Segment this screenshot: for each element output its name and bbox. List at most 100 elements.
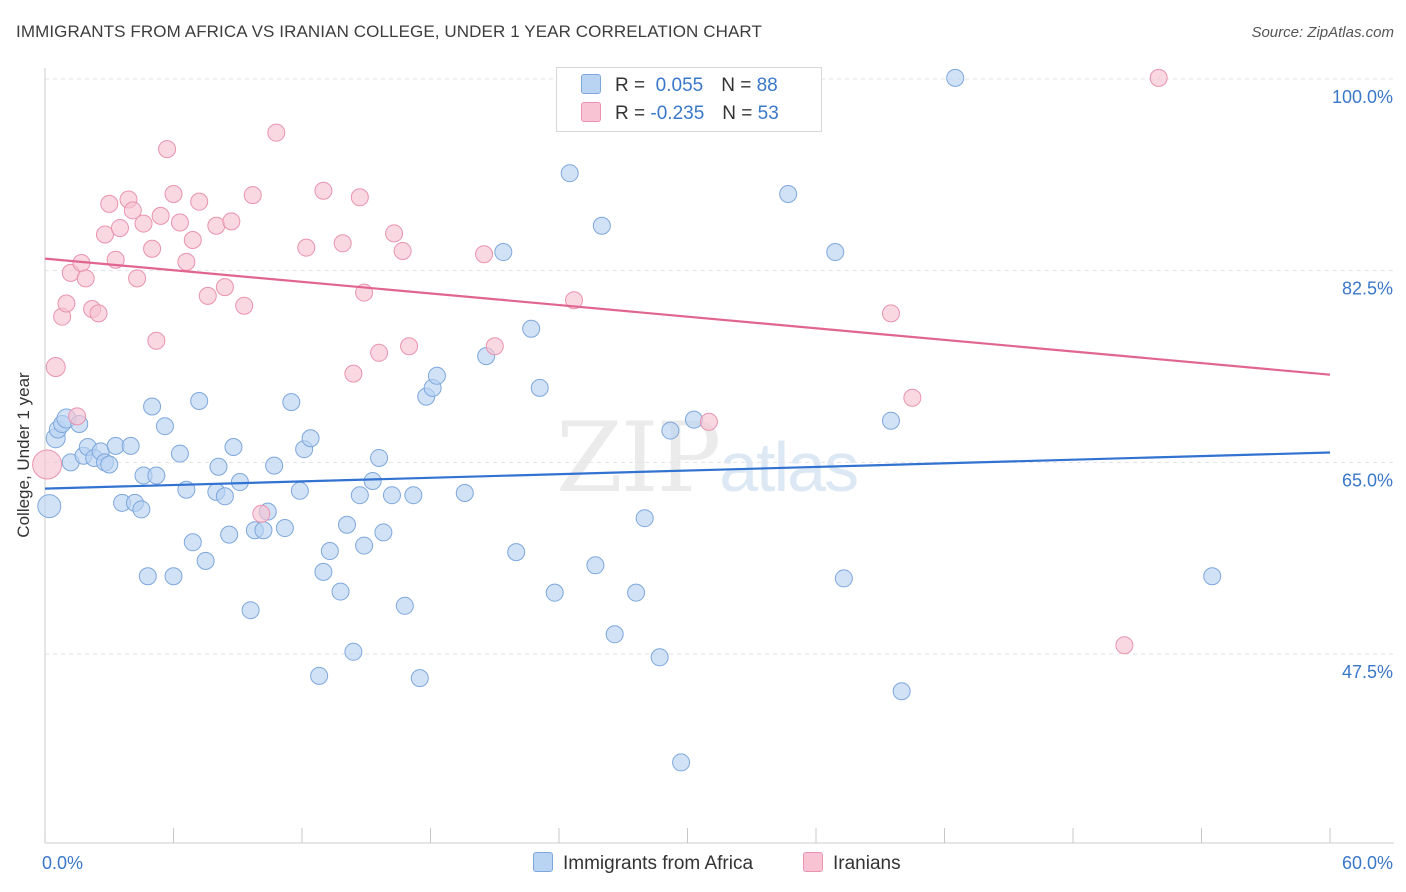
point-iranians [243,186,262,205]
point-africa [164,567,183,586]
point-africa [779,185,798,203]
point-africa [946,68,965,87]
point-africa [314,562,333,581]
y-tick-label: 47.5% [1342,662,1393,682]
point-africa [37,494,62,519]
point-africa [522,319,541,338]
legend-row-iranians: R = -0.235 N = 53 [581,101,779,127]
r-label: R = [615,75,646,96]
point-iranians [89,304,108,323]
iranians-swatch [581,102,601,122]
trend-line-africa [44,451,1331,490]
point-africa [672,753,691,772]
point-africa [320,542,339,561]
point-africa [132,500,151,519]
chart-title: IMMIGRANTS FROM AFRICA VS IRANIAN COLLEG… [16,22,762,41]
point-africa [106,436,125,455]
point-iranians [699,412,718,431]
point-iranians [183,231,202,249]
point-iranians [110,218,129,237]
point-africa [121,436,140,455]
point-africa [209,457,228,476]
point-africa [183,533,202,552]
point-iranians [370,343,389,362]
point-africa [363,471,382,490]
point-africa [494,243,513,262]
point-iranians [143,239,162,258]
point-iranians [57,294,76,313]
point-iranians [1149,68,1168,87]
point-iranians [564,291,583,310]
point-africa [350,486,369,505]
point-africa [224,438,243,456]
point-iranians [45,357,66,378]
point-africa [1203,567,1222,586]
point-africa [337,515,356,534]
point-iranians [147,331,166,350]
point-africa [355,536,374,555]
point-iranians [1115,636,1134,655]
point-africa [881,411,900,430]
point-africa [220,525,239,544]
y-tick-label: 82.5% [1342,279,1393,299]
point-iranians [252,504,271,523]
point-iranians [350,188,369,207]
point-iranians [385,224,404,243]
point-africa [404,486,423,505]
point-iranians [190,192,209,211]
point-iranians [881,304,900,323]
point-iranians [151,206,170,225]
point-africa [147,466,166,485]
point-africa [586,556,605,575]
point-africa [427,366,446,385]
point-africa [635,509,654,528]
point-iranians [297,238,316,257]
point-iranians [170,213,189,232]
point-iranians [475,245,494,264]
legend-label-iranians: Iranians [833,853,901,874]
point-iranians [32,449,63,480]
point-africa [254,521,273,540]
point-africa [374,523,393,542]
trend-line-iranians [44,257,1331,376]
n-value: 88 [756,75,778,96]
point-iranians [68,407,87,426]
point-iranians [235,296,254,315]
n-label: N = [721,75,752,96]
point-africa [275,519,294,538]
point-africa [627,583,646,602]
point-africa [592,216,611,235]
point-africa [138,567,157,586]
point-iranians [207,216,226,235]
point-iranians [158,140,177,159]
r-label: R = [615,103,646,124]
point-africa [560,164,579,183]
point-africa [331,582,350,601]
point-africa [170,444,189,463]
point-africa [100,455,119,474]
y-tick-label: 65.0% [1342,470,1393,490]
point-africa [143,397,162,416]
point-africa [545,583,564,602]
series-legend: Immigrants from Africa Iranians [0,852,1406,878]
point-africa [410,669,429,688]
point-iranians [314,181,333,200]
point-iranians [164,185,183,203]
y-axis-label: College, Under 1 year [14,372,33,538]
n-label: N = [722,103,753,124]
correlation-legend: R = 0.055 N = 88 R = -0.235 N = 53 [556,67,822,132]
point-africa [684,410,703,429]
point-iranians [400,337,419,356]
point-iranians [95,225,114,244]
point-iranians [485,337,504,356]
y-tick-label: 100.0% [1332,87,1393,107]
point-iranians [76,269,95,288]
point-africa [370,448,389,467]
x-tick-label: 0.0% [42,853,83,873]
point-africa [605,625,624,644]
x-tick-label: 60.0% [1342,853,1393,873]
point-iranians [344,364,363,383]
point-iranians [222,212,241,231]
point-africa [282,393,301,412]
point-africa [507,543,526,562]
